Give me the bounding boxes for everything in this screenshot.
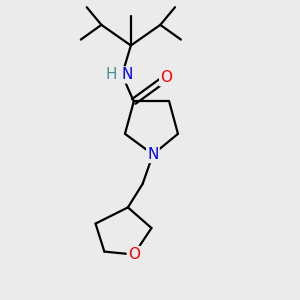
Text: N: N: [147, 147, 159, 162]
Text: O: O: [128, 247, 140, 262]
Text: H: H: [105, 68, 117, 82]
Text: O: O: [160, 70, 172, 86]
Text: N: N: [122, 68, 133, 82]
